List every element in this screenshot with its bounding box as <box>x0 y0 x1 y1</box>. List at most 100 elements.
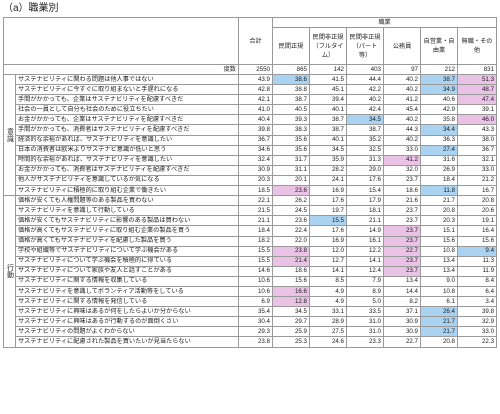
value-cell: 41.2 <box>383 94 421 106</box>
table-row: サステナビリティに興味はあるが行動するのが面倒くさい 30.4 29.7 28.9 31… <box>4 316 498 328</box>
value-cell: 45.1 <box>309 84 347 96</box>
value-cell: 23.7 <box>383 265 421 277</box>
value-cell: 15.5 <box>238 245 273 257</box>
table-row: 手間がかかっても、企業はサステナビリティを配慮すべきだ 42.1 38.7 39.4 4… <box>4 94 498 106</box>
row-label: お金がかかっても、企業はサステナビリティを配慮すべきだ <box>15 114 239 126</box>
value-cell: 20.3 <box>420 215 458 227</box>
value-cell: 21.7 <box>420 316 458 328</box>
row-label: 手間がかかっても、企業はサステナビリティを配慮すべきだ <box>15 94 239 106</box>
value-cell: 38.7 <box>420 73 458 86</box>
table-row: 学校や組織等でサステナビリティについて学ぶ機会がある 15.5 23.8 12.0 12… <box>4 245 498 257</box>
value-cell: 40.1 <box>309 104 347 116</box>
table-row: 手間がかかっても、消費者はサステナビリティを配慮すべきだ 39.8 38.3 38.7… <box>4 124 498 136</box>
value-cell: 18.6 <box>383 185 421 197</box>
value-cell: 35.8 <box>420 114 458 126</box>
row-label: サステナビリティに関する情報を収集している <box>15 275 239 287</box>
table-row: お金がかかっても、企業はサステナビリティを配慮すべきだ 40.4 39.3 38.7 3… <box>4 114 498 126</box>
value-cell: 39.8 <box>238 124 273 136</box>
row-label: お金がかかっても、消費者はサステナビリティを配慮すべきだ <box>15 164 239 176</box>
value-cell: 33.5 <box>346 306 384 318</box>
value-cell: 20.3 <box>238 174 273 187</box>
value-cell: 21.7 <box>420 195 458 207</box>
value-cell: 4.9 <box>309 285 347 298</box>
value-cell: 40.2 <box>383 73 421 86</box>
value-cell: 14.6 <box>238 265 273 277</box>
value-cell: 8.5 <box>309 275 347 287</box>
section-label: 意識 <box>3 73 16 197</box>
value-cell: 29.0 <box>346 164 384 176</box>
value-cell: 10.6 <box>238 275 273 287</box>
value-cell: 15.4 <box>346 185 384 197</box>
header-total: 合計 <box>238 17 273 65</box>
row-label: サステナビリティを意識して行動している <box>15 205 239 217</box>
value-cell: 29.3 <box>238 326 273 338</box>
value-cell: 23.7 <box>383 255 421 267</box>
value-cell: 24.1 <box>309 174 347 187</box>
value-cell: 21.1 <box>238 215 273 227</box>
value-cell: 34.4 <box>420 124 458 136</box>
value-cell: 26.9 <box>420 164 458 176</box>
value-cell: 9.4 <box>456 245 498 257</box>
header-corner <box>3 17 239 65</box>
value-cell: 36.7 <box>238 134 273 146</box>
value-cell: 24.6 <box>309 336 347 348</box>
table-row: 価格が高くてもサステナビリティに取り組む企業の製品を買う 18.4 22.4 17.6… <box>4 225 498 237</box>
value-cell: 43.9 <box>238 73 273 86</box>
value-cell: 42.4 <box>346 104 384 116</box>
count-row: 度数 2550 865 142 403 97 212 831 <box>3 64 498 75</box>
header-col-0: 民間正規 <box>272 27 310 65</box>
value-cell: 24.5 <box>272 205 310 217</box>
value-cell: 34.5 <box>309 144 347 156</box>
value-cell: 38.6 <box>272 73 310 86</box>
value-cell: 40.2 <box>383 114 421 126</box>
row-label: サステナビリティを意識してボランティア活動等をしている <box>15 285 239 298</box>
value-cell: 40.1 <box>309 134 347 146</box>
value-cell: 4.9 <box>309 296 347 308</box>
value-cell: 13.4 <box>420 265 458 277</box>
count-cell: 97 <box>383 64 421 75</box>
value-cell: 35.6 <box>272 134 310 146</box>
value-cell: 30.9 <box>238 164 273 176</box>
row-label: サステナビリティに積極的に取り組む企業で働きたい <box>15 185 239 197</box>
value-cell: 15.6 <box>456 235 498 247</box>
value-cell: 22.7 <box>383 336 421 348</box>
value-cell: 31.7 <box>272 154 310 166</box>
value-cell: 40.2 <box>383 134 421 146</box>
value-cell: 12.4 <box>346 265 384 277</box>
value-cell: 30.4 <box>238 316 273 328</box>
table-row: サステナビリティに積極的に取り組む企業で働きたい 18.5 23.6 16.9 15.4… <box>4 185 498 197</box>
table-row: 時間的な余裕があれば、サステナビリティを意識したい 32.4 31.7 35.9 31.… <box>4 154 498 166</box>
row-label: サステナビリティに興味はあるが何をしたらよいか分からない <box>15 306 239 318</box>
table-row: サステナビリティを意識してボランティア活動等をしている 10.6 16.6 4.9 8.… <box>4 285 498 298</box>
value-cell: 15.6 <box>420 235 458 247</box>
value-cell: 12.2 <box>346 245 384 257</box>
value-cell: 12.0 <box>309 245 347 257</box>
value-cell: 6.9 <box>238 296 273 308</box>
value-cell: 35.6 <box>272 144 310 156</box>
value-cell: 30.9 <box>383 326 421 338</box>
value-cell: 17.6 <box>309 195 347 207</box>
row-label: サステナビリティについて家族や友人と話すことがある <box>15 265 239 277</box>
value-cell: 22.0 <box>272 235 310 247</box>
value-cell: 26.4 <box>420 306 458 318</box>
value-cell: 3.4 <box>456 296 498 308</box>
value-cell: 14.1 <box>309 265 347 277</box>
value-cell: 25.3 <box>272 336 310 348</box>
value-cell: 23.7 <box>383 205 421 217</box>
value-cell: 33.0 <box>383 144 421 156</box>
table-row: 日本の消費者は欧米よりサステナビ意識が低いと思う 34.6 35.6 34.5 32.5… <box>4 144 498 156</box>
value-cell: 23.8 <box>238 336 273 348</box>
value-cell: 38.3 <box>272 124 310 136</box>
value-cell: 20.1 <box>272 174 310 187</box>
value-cell: 40.5 <box>272 104 310 116</box>
value-cell: 17.9 <box>346 195 384 207</box>
value-cell: 14.1 <box>346 255 384 267</box>
section-label: 行動 <box>3 195 16 348</box>
value-cell: 11.9 <box>456 265 498 277</box>
value-cell: 35.4 <box>238 306 273 318</box>
header-group: 職業 <box>271 17 498 28</box>
value-cell: 31.0 <box>346 326 384 338</box>
value-cell: 46.0 <box>456 114 498 126</box>
value-cell: 22.7 <box>383 245 421 257</box>
value-cell: 20.8 <box>420 205 458 217</box>
